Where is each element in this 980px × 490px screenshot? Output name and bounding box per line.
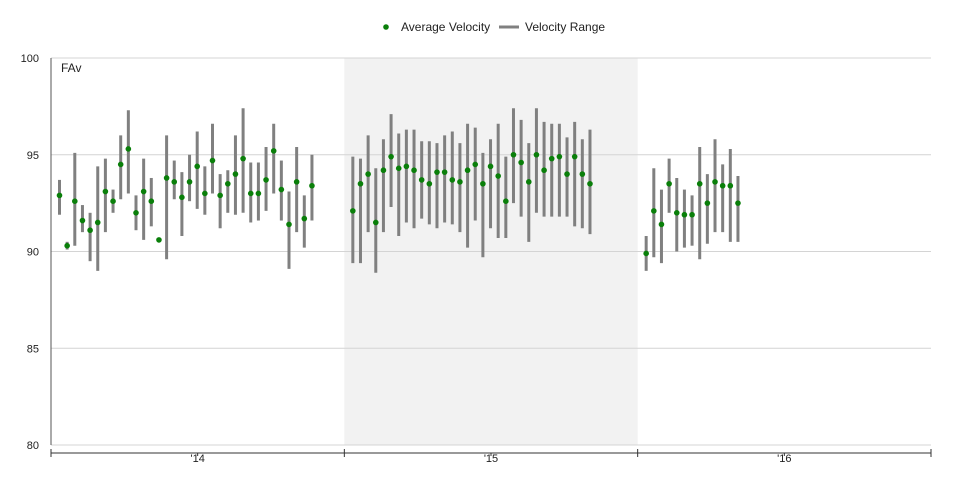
average-velocity-point [712,179,718,185]
average-velocity-point [441,169,448,175]
average-velocity-point [286,221,292,228]
metric-label: FAv [61,61,81,75]
y-tick-label: 85 [27,343,39,355]
average-velocity-point [487,163,494,170]
average-velocity-point [171,179,178,185]
average-velocity-point [225,180,231,187]
average-velocity-point [179,194,185,201]
y-tick-label: 90 [27,247,39,259]
average-velocity-point [209,157,216,164]
average-velocity-point [533,151,540,158]
average-velocity-point [263,177,269,183]
average-velocity-point [457,179,463,185]
average-velocity-point [541,167,547,174]
average-velocity-point [388,153,394,160]
legend: Average Velocity Velocity Range [383,20,605,34]
average-velocity-point [689,211,695,218]
average-velocity-point [293,179,300,185]
average-velocity-point [255,190,262,197]
average-velocity-point [301,215,308,222]
average-velocity-point [666,180,672,187]
legend-avg-marker [383,24,389,30]
average-velocity-point [94,219,101,226]
average-velocity-point [503,198,509,204]
average-velocity-point [525,179,532,185]
average-velocity-point [411,167,417,174]
season-label: '16 [777,453,791,465]
average-velocity-point [365,171,371,177]
average-velocity-point [418,177,425,183]
average-velocity-point [372,219,379,226]
average-velocity-point [727,182,734,189]
average-velocity-point [87,227,93,234]
average-velocity-point [133,210,139,216]
average-velocity-point [564,171,570,177]
average-velocity-point [240,155,246,162]
average-velocity-point [719,182,726,189]
average-velocity-point [125,146,132,152]
average-velocity-point [140,188,147,195]
y-tick-label: 80 [27,440,39,452]
average-velocity-point [79,217,86,224]
average-velocity-point [217,192,223,199]
average-velocity-point [102,188,109,195]
average-velocity-point [163,175,170,181]
season-label: '15 [484,453,498,465]
average-velocity-point [548,155,555,162]
average-velocity-point [247,190,254,197]
average-velocity-point [156,237,162,243]
average-velocity-point [464,167,471,174]
average-velocity-point [449,177,456,183]
average-velocity-point [64,242,70,249]
average-velocity-point [232,171,239,177]
average-velocity-point [56,192,63,199]
plot-area: 80 85 90 95 100 '14 '15 '16 [21,53,932,465]
average-velocity-point [434,169,440,175]
average-velocity-point [117,161,124,168]
average-velocity-point [735,200,741,206]
average-velocity-point [658,221,665,228]
average-velocity-point [380,167,387,174]
average-velocity-point [110,198,116,204]
average-velocity-point [309,182,315,189]
y-tick-label: 100 [21,53,39,65]
average-velocity-point [556,153,563,160]
average-velocity-point [202,190,208,197]
average-velocity-point [270,148,277,154]
average-velocity-point [681,211,688,218]
average-velocity-point [673,210,680,216]
average-velocity-point [194,163,200,170]
average-velocity-point [651,208,657,214]
average-velocity-point [472,161,479,168]
average-velocity-point [510,151,517,158]
average-velocity-point [186,179,193,185]
average-velocity-point [72,198,78,204]
average-velocity-point [395,165,402,172]
average-velocity-point [403,163,410,170]
y-tick-label: 95 [27,150,39,162]
average-velocity-point [579,171,586,177]
average-velocity-point [704,200,711,206]
average-velocity-point [587,180,593,187]
average-velocity-point [518,159,524,166]
season-label: '14 [190,453,204,465]
average-velocity-point [426,180,433,187]
average-velocity-point [571,153,578,160]
average-velocity-point [696,180,703,187]
average-velocity-point [480,180,486,187]
average-velocity-point [643,250,649,257]
average-velocity-point [278,186,285,193]
average-velocity-point [495,173,501,179]
average-velocity-point [357,180,364,187]
legend-avg-label: Average Velocity [401,20,490,34]
legend-range-label: Velocity Range [525,20,605,34]
average-velocity-point [350,208,356,214]
average-velocity-point [148,198,155,204]
